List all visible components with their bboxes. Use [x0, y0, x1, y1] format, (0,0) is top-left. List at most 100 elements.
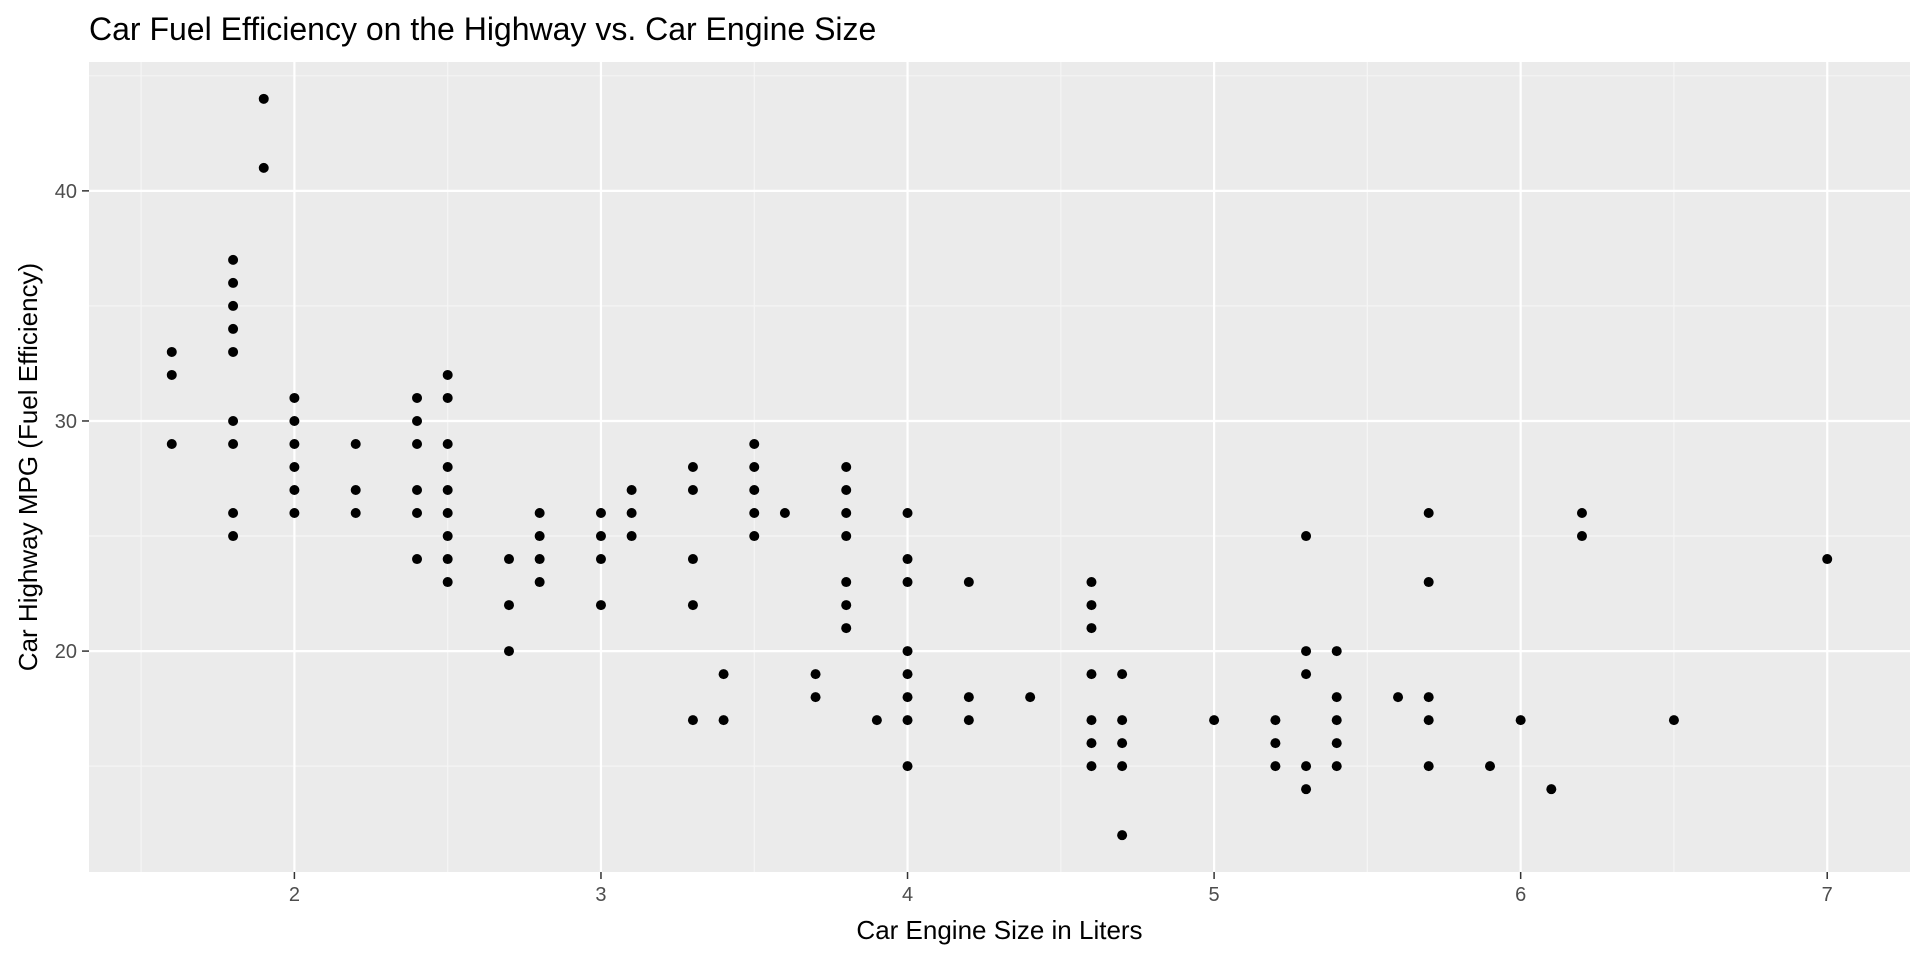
data-point [503, 600, 514, 611]
data-point [595, 600, 606, 611]
data-point [1270, 715, 1281, 726]
y-tick-label: 20 [55, 641, 77, 663]
data-point [228, 323, 239, 334]
data-point [228, 346, 239, 357]
data-point [749, 508, 760, 519]
data-point [289, 462, 300, 472]
data-point [442, 531, 453, 542]
data-point [258, 93, 269, 104]
data-point [841, 623, 852, 634]
data-point [1117, 761, 1128, 772]
data-point [871, 715, 882, 726]
data-point [442, 438, 453, 449]
data-point [1423, 692, 1434, 703]
data-point [902, 577, 913, 588]
plot-background [89, 62, 1910, 872]
data-point [1086, 715, 1097, 726]
data-point [779, 508, 790, 519]
data-point [1086, 600, 1097, 611]
data-point [350, 508, 361, 519]
data-point [1301, 646, 1312, 657]
data-point [534, 531, 545, 542]
data-point [902, 715, 913, 726]
data-point [1117, 669, 1128, 680]
data-point [841, 531, 852, 542]
x-tick-label: 7 [1822, 884, 1833, 906]
data-point [749, 462, 760, 472]
data-point [841, 508, 852, 519]
data-point [1331, 646, 1342, 657]
data-point [687, 715, 698, 726]
data-point [228, 415, 239, 426]
y-axis-title: Car Highway MPG (Fuel Efficiency) [13, 263, 43, 671]
data-point [442, 485, 453, 496]
data-point [1576, 531, 1587, 542]
data-point [902, 646, 913, 657]
y-tick-label: 40 [55, 181, 77, 203]
data-point [1515, 715, 1526, 726]
data-point [1331, 715, 1342, 726]
data-point [442, 508, 453, 519]
data-point [687, 600, 698, 611]
data-point [412, 415, 423, 426]
data-point [1393, 692, 1404, 703]
data-point [534, 508, 545, 519]
data-point [902, 692, 913, 703]
data-point [1423, 715, 1434, 726]
data-point [963, 692, 974, 703]
data-point [749, 531, 760, 542]
data-point [228, 438, 239, 449]
data-point [1423, 761, 1434, 772]
data-point [1822, 554, 1833, 565]
data-point [1086, 669, 1097, 680]
data-point [810, 669, 821, 680]
data-point [289, 438, 300, 449]
data-point [258, 162, 269, 173]
data-point [503, 554, 514, 565]
data-point [810, 692, 821, 703]
data-point [626, 508, 637, 519]
data-point [1301, 669, 1312, 680]
data-point [718, 669, 729, 680]
data-point [1301, 531, 1312, 542]
data-point [1301, 784, 1312, 795]
data-point [412, 554, 423, 565]
data-point [1086, 761, 1097, 772]
data-point [228, 531, 239, 542]
data-point [902, 508, 913, 519]
x-tick-label: 4 [902, 884, 913, 906]
data-point [442, 392, 453, 403]
data-point [1025, 692, 1036, 703]
data-point [1209, 715, 1220, 726]
plot-panel [89, 62, 1910, 872]
data-point [1270, 761, 1281, 772]
data-point [1117, 830, 1128, 841]
data-point [687, 554, 698, 565]
data-point [687, 485, 698, 496]
data-point [687, 462, 698, 472]
data-point [902, 761, 913, 772]
data-point [228, 508, 239, 519]
data-point [412, 485, 423, 496]
data-point [289, 392, 300, 403]
x-tick-label: 6 [1515, 884, 1526, 906]
data-point [841, 577, 852, 588]
data-point [1301, 761, 1312, 772]
y-tick-label: 30 [55, 411, 77, 433]
data-point [1423, 577, 1434, 588]
data-point [350, 485, 361, 496]
data-point [1331, 692, 1342, 703]
data-point [595, 531, 606, 542]
data-point [841, 462, 852, 472]
data-point [1117, 738, 1128, 749]
data-point [963, 577, 974, 588]
data-point [749, 438, 760, 449]
data-point [442, 577, 453, 588]
data-point [1576, 508, 1587, 519]
data-point [166, 438, 177, 449]
data-point [503, 646, 514, 657]
data-point [595, 554, 606, 565]
data-point [412, 392, 423, 403]
